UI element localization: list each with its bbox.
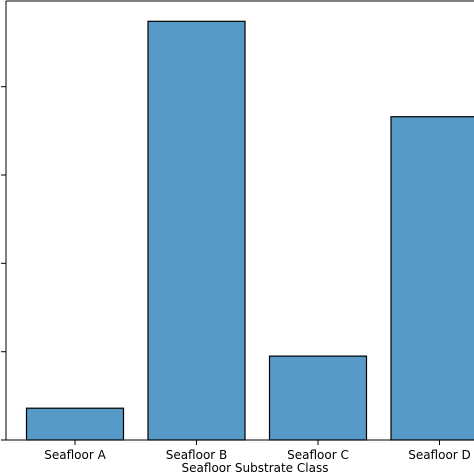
bar-group <box>25 20 474 441</box>
bar-seafloor-c <box>268 355 368 441</box>
bar-seafloor-d <box>390 116 474 441</box>
x-tick-label: Seafloor A <box>44 448 106 462</box>
x-tick-group: Seafloor A Seafloor B Seafloor C Seafloor D <box>44 440 471 462</box>
bar-seafloor-b <box>147 20 246 441</box>
bar-seafloor-a <box>25 407 125 441</box>
x-tick-label: Seafloor C <box>287 448 349 462</box>
x-tick-label: Seafloor D <box>408 448 471 462</box>
y-tick-group <box>1 86 6 441</box>
axes-group <box>5 0 474 441</box>
x-tick-label: Seafloor B <box>166 448 228 462</box>
x-axis-label: Seafloor Substrate Class <box>182 461 329 474</box>
